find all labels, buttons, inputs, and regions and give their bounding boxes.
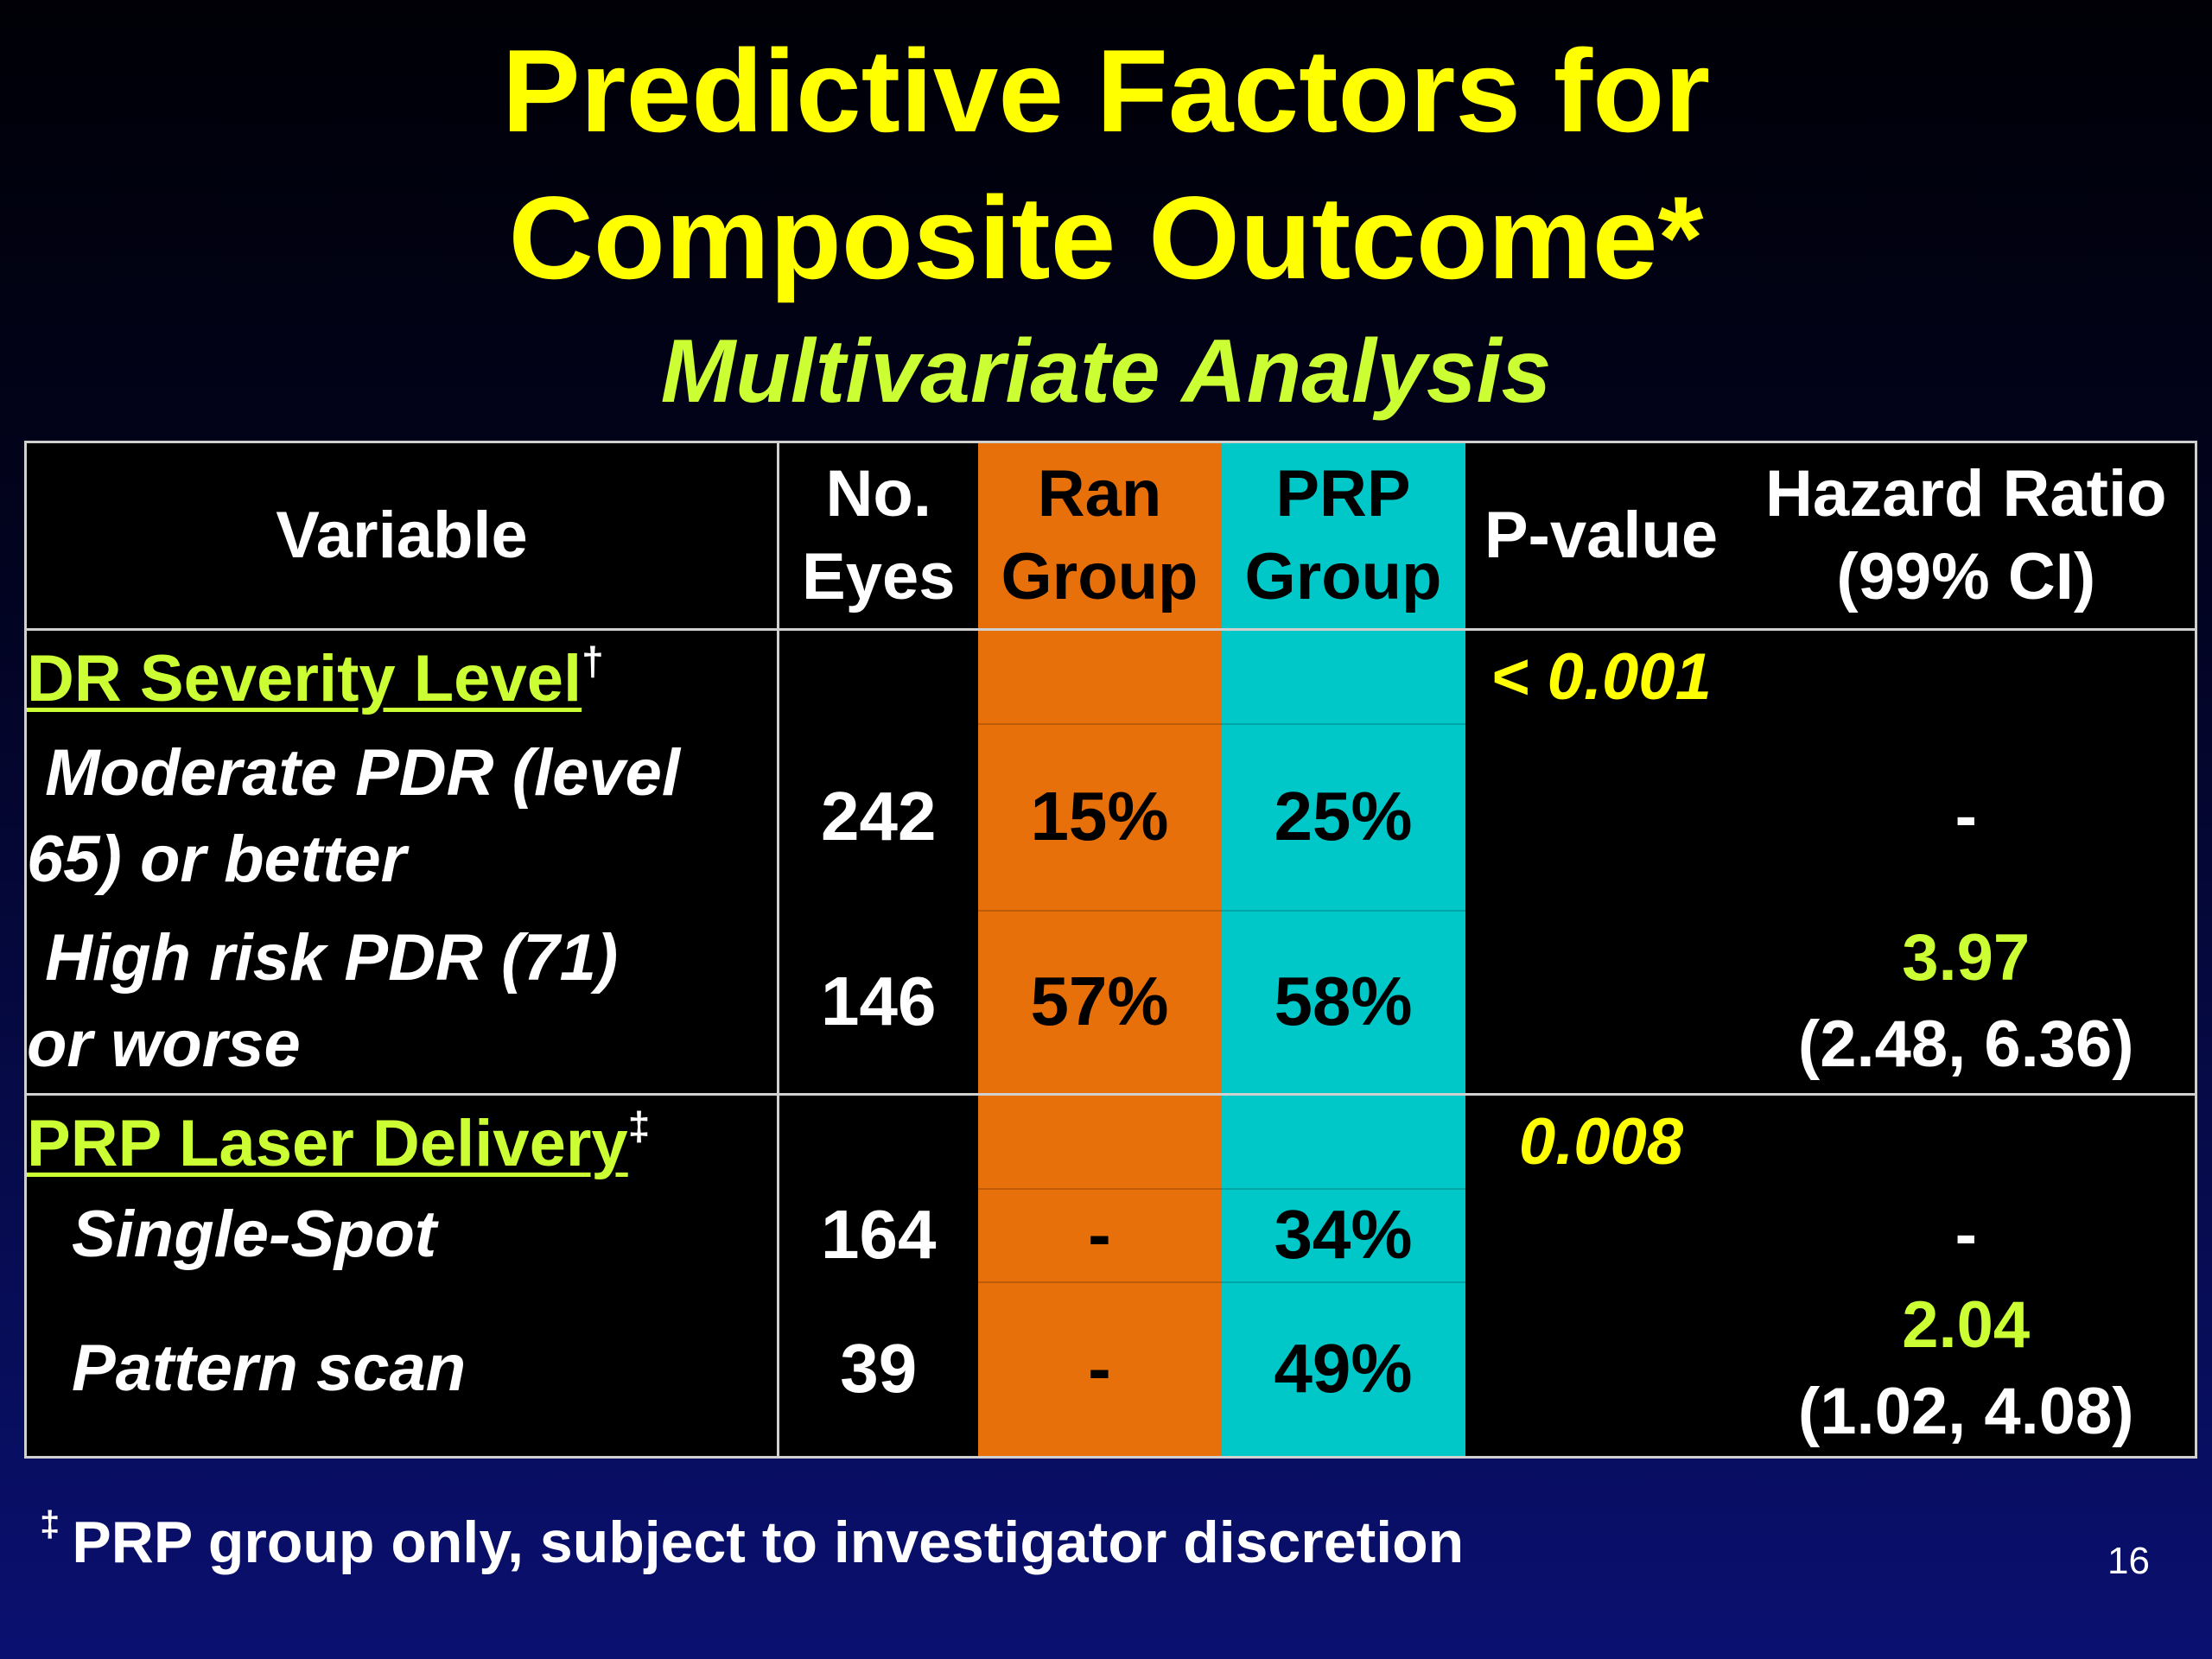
row-eyes: 146 [778,909,978,1096]
group-label: PRP Laser Delivery‡ [24,1094,779,1188]
header-prp-group: PRP Group [1221,441,1465,631]
row-ran: 15% [977,722,1222,910]
header-variable: Variable [24,441,779,631]
row-hazard-ratio: 2.04 (1.02, 4.08) [1737,1281,2197,1459]
header-pvalue: P-value [1465,441,1738,631]
header-no-eyes: No. Eyes [778,441,978,631]
footnote-mark: ‡ [40,1503,60,1544]
results-table: Variable No. Eyes Ran Group PRP Group P-val… [24,441,2197,1459]
page-number: 16 [2107,1540,2150,1582]
row-prp: 25% [1221,722,1465,910]
table-row: Moderate PDR (level 65) or better 242 15… [24,722,2197,910]
group-pvalue: < 0.001 [1491,639,1712,714]
row-ran: - [977,1281,1222,1459]
footnote-text: PRP group only, subject to investigator … [72,1510,1465,1575]
row-variable: Pattern scan [24,1281,779,1459]
row-hazard-ratio: - [1737,1187,2197,1281]
row-prp: 58% [1221,909,1465,1096]
row-hazard-ratio: - [1737,722,2197,910]
group-pvalue: 0.008 [1518,1104,1684,1179]
row-ran: - [977,1187,1222,1281]
footnote: ‡ PRP group only, subject to investigator… [40,1503,1464,1576]
row-eyes: 39 [778,1281,978,1459]
table-row: Single-Spot 164 - 34% - [24,1187,2197,1281]
table-row: High risk PDR (71) or worse 146 57% 58% … [24,909,2197,1096]
group-label: DR Severity Level† [24,629,779,723]
row-eyes: 164 [821,1195,937,1273]
header-row: Variable No. Eyes Ran Group PRP Group P-val… [24,441,2197,631]
row-prp: 34% [1221,1187,1465,1281]
row-variable: Single-Spot [24,1187,779,1281]
row-variable: High risk PDR (71) or worse [24,909,779,1096]
row-prp: 49% [1221,1281,1465,1459]
table-row: Pattern scan 39 - 49% 2.04 (1.02, 4.08) [24,1281,2197,1459]
row-ran: 57% [977,909,1222,1096]
slide-title-line-2: Composite Outcome* [508,172,1704,303]
slide-title-line-1: Predictive Factors for [501,25,1711,156]
group-row-dr-severity: DR Severity Level† < 0.001 [24,629,2197,723]
header-ran-group: Ran Group [977,441,1222,631]
group-row-prp-laser: PRP Laser Delivery‡ 0.008 [24,1094,2197,1188]
slide-subtitle: Multivariate Analysis [660,321,1552,422]
header-hazard-ratio: Hazard Ratio (99% CI) [1737,441,2197,631]
row-hazard-ratio: 3.97 (2.48, 6.36) [1737,909,2197,1096]
row-eyes: 242 [821,777,937,855]
row-variable: Moderate PDR (level 65) or better [24,722,779,910]
